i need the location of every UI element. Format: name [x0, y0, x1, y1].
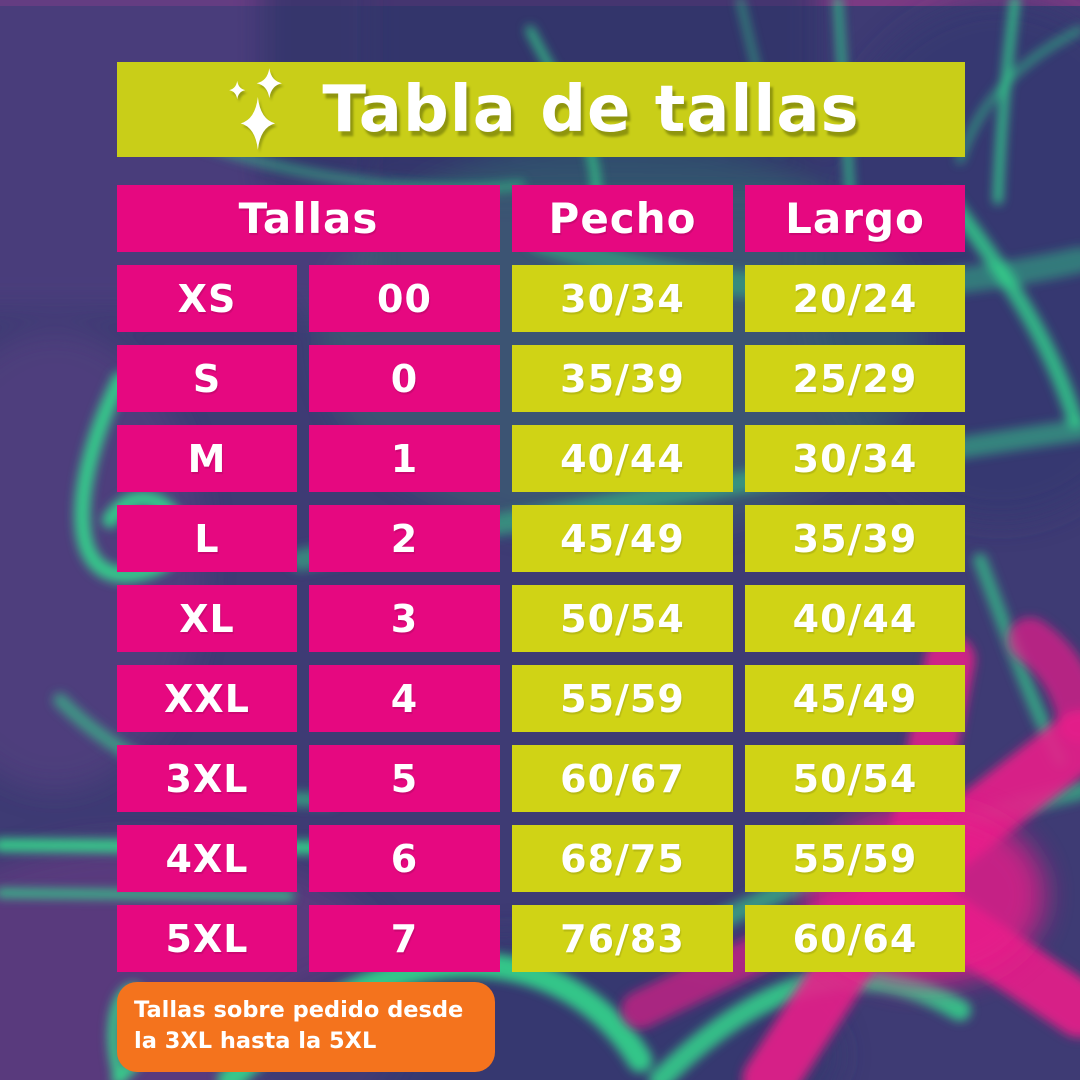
chest-value-cell: 45/49	[512, 505, 733, 572]
size-label-cell: L	[117, 505, 297, 572]
size-code-cell: 4	[309, 665, 500, 732]
size-table: Tallas Pecho Largo XS 00 30/34 20/24 S 0…	[117, 185, 965, 972]
size-code-cell: 3	[309, 585, 500, 652]
size-code-cell: 2	[309, 505, 500, 572]
chest-value-cell: 55/59	[512, 665, 733, 732]
chest-value-cell: 50/54	[512, 585, 733, 652]
size-code-cell: 00	[309, 265, 500, 332]
size-code-cell: 0	[309, 345, 500, 412]
size-label-cell: 5XL	[117, 905, 297, 972]
length-value-cell: 40/44	[745, 585, 965, 652]
size-label-cell: XXL	[117, 665, 297, 732]
length-value-cell: 20/24	[745, 265, 965, 332]
size-label-cell: 3XL	[117, 745, 297, 812]
title-banner: Tabla de tallas	[117, 62, 965, 157]
sparkles-icon	[229, 67, 283, 150]
length-value-cell: 25/29	[745, 345, 965, 412]
column-header-tallas: Tallas	[117, 185, 500, 252]
length-value-cell: 50/54	[745, 745, 965, 812]
size-label-cell: XL	[117, 585, 297, 652]
length-value-cell: 35/39	[745, 505, 965, 572]
chest-value-cell: 60/67	[512, 745, 733, 812]
size-code-cell: 1	[309, 425, 500, 492]
chest-value-cell: 40/44	[512, 425, 733, 492]
length-value-cell: 55/59	[745, 825, 965, 892]
size-chart: Tabla de tallas Tallas Pecho Largo XS 00…	[117, 62, 965, 1073]
chest-value-cell: 68/75	[512, 825, 733, 892]
chest-value-cell: 30/34	[512, 265, 733, 332]
size-label-cell: 4XL	[117, 825, 297, 892]
column-header-pecho: Pecho	[512, 185, 733, 252]
size-code-cell: 6	[309, 825, 500, 892]
size-code-cell: 5	[309, 745, 500, 812]
size-label-cell: S	[117, 345, 297, 412]
order-note-line2: la 3XL hasta la 5XL	[134, 1028, 377, 1055]
page-title: Tabla de tallas	[322, 72, 860, 147]
size-code-cell: 7	[309, 905, 500, 972]
length-value-cell: 60/64	[745, 905, 965, 972]
length-value-cell: 30/34	[745, 425, 965, 492]
length-value-cell: 45/49	[745, 665, 965, 732]
column-header-largo: Largo	[745, 185, 965, 252]
size-label-cell: XS	[117, 265, 297, 332]
size-label-cell: M	[117, 425, 297, 492]
order-note-line1: Tallas sobre pedido desde	[134, 997, 464, 1023]
chest-value-cell: 76/83	[512, 905, 733, 972]
chest-value-cell: 35/39	[512, 345, 733, 412]
order-note: Tallas sobre pedido desde la 3XL hasta l…	[117, 982, 495, 1073]
